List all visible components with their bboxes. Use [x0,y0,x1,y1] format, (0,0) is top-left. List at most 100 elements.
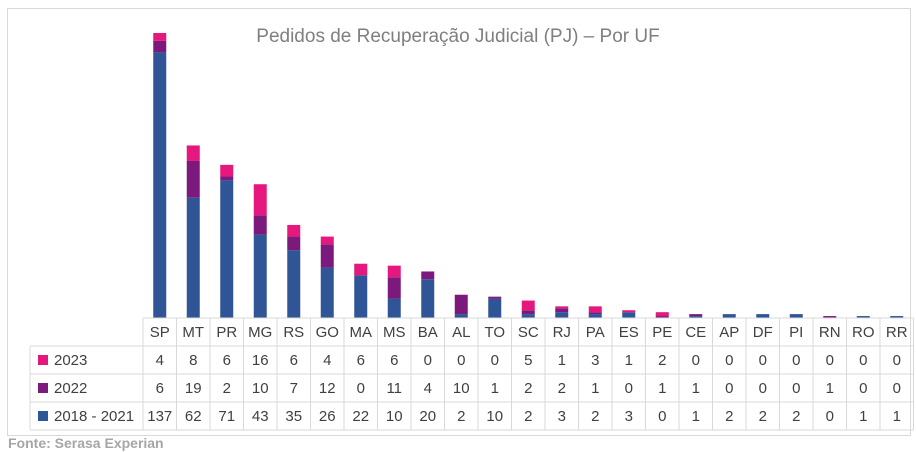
data-label: 2 [457,408,465,425]
source-note: Fonte: Serasa Experian [8,435,164,451]
category-label: RS [283,324,304,341]
bar-BA-2022 [421,271,435,280]
chart-title: Pedidos de Recuperação Judicial (PJ) – P… [256,26,660,47]
bar-RR-2018-2021 [890,316,904,318]
bar-AL-2018-2021 [454,314,468,318]
legend-key-2023 [38,355,48,365]
data-label: 6 [156,380,164,397]
data-label: 0 [859,380,867,397]
data-label: 43 [252,408,269,425]
category-label: RO [852,324,875,341]
data-label: 0 [357,380,365,397]
bar-GO-2023 [320,236,334,245]
data-label: 0 [725,380,733,397]
data-label: 11 [386,380,402,397]
bar-MA-2023 [354,263,368,276]
bar-PA-2018-2021 [588,314,602,318]
bar-SC-2023 [521,300,535,311]
data-label: 3 [558,408,566,425]
category-label: CE [685,324,706,341]
data-label: 12 [319,380,336,397]
data-label: 6 [390,352,398,369]
data-label: 0 [792,380,800,397]
data-label: 6 [357,352,365,369]
data-label: 7 [290,380,298,397]
data-label: 10 [453,380,470,397]
data-label: 1 [658,380,666,397]
data-label: 10 [252,380,269,397]
legend-label: 2022 [54,380,87,397]
bar-PE-2022 [655,316,669,318]
data-label: 2 [725,408,733,425]
data-label: 16 [252,352,269,369]
bar-TO-2022 [488,296,502,299]
bar-SC-2018-2021 [521,314,535,318]
category-label: GO [316,324,339,341]
bar-MT-2023 [186,145,200,161]
category-label: SP [150,324,170,341]
bar-AP-2018-2021 [722,314,736,318]
bar-GO-2018-2021 [320,267,334,318]
bar-RS-2022 [287,236,301,251]
data-label: 0 [424,352,432,369]
data-label: 137 [147,408,172,425]
category-label: PE [652,324,672,341]
data-label: 2 [524,380,532,397]
data-label: 4 [323,352,331,369]
bar-RJ-2023 [555,306,569,309]
bar-PR-2018-2021 [220,180,234,318]
data-label: 2 [558,380,566,397]
data-label: 0 [457,352,465,369]
category-label: PI [789,324,803,341]
data-label: 1 [893,408,901,425]
chart-frame [7,8,911,436]
data-label: 1 [859,408,867,425]
data-label: 2 [591,408,599,425]
category-label: MA [350,324,373,341]
bar-PE-2023 [655,312,669,317]
bar-CE-2022 [689,314,703,317]
data-label: 4 [156,352,164,369]
legend-key-2022 [38,383,48,393]
data-label: 1 [625,352,633,369]
category-label: AP [719,324,739,341]
bar-MG-2022 [253,215,267,235]
category-label: BA [418,324,438,341]
data-label: 2 [759,408,767,425]
data-label: 0 [893,352,901,369]
data-label: 8 [189,352,197,369]
data-label: 0 [759,352,767,369]
data-label: 35 [285,408,302,425]
data-label: 1 [826,380,834,397]
bar-MS-2022 [387,277,401,299]
category-label: ES [619,324,639,341]
bar-SP-2022 [153,40,167,53]
bar-CE-2018-2021 [689,316,703,318]
category-label: AL [452,324,470,341]
category-label: MT [182,324,204,341]
data-label: 1 [692,380,700,397]
data-label: 0 [625,380,633,397]
data-label: 1 [692,408,700,425]
category-label: MS [383,324,406,341]
category-label: SC [518,324,539,341]
category-label: RN [819,324,841,341]
data-label: 10 [386,408,403,425]
bar-GO-2022 [320,244,334,268]
category-label: TO [484,324,505,341]
data-label: 26 [319,408,336,425]
data-label: 5 [524,352,532,369]
category-label: PR [216,324,237,341]
data-label: 0 [491,352,499,369]
bar-RO-2018-2021 [856,316,870,318]
data-label: 0 [893,380,901,397]
bar-MS-2023 [387,265,401,278]
data-label: 0 [826,408,834,425]
data-label: 10 [486,408,503,425]
bar-MG-2023 [253,184,267,216]
data-label: 3 [591,352,599,369]
bar-RN-2022 [823,316,837,318]
category-label: RR [886,324,908,341]
data-label: 2 [658,352,666,369]
bar-RS-2023 [287,224,301,237]
